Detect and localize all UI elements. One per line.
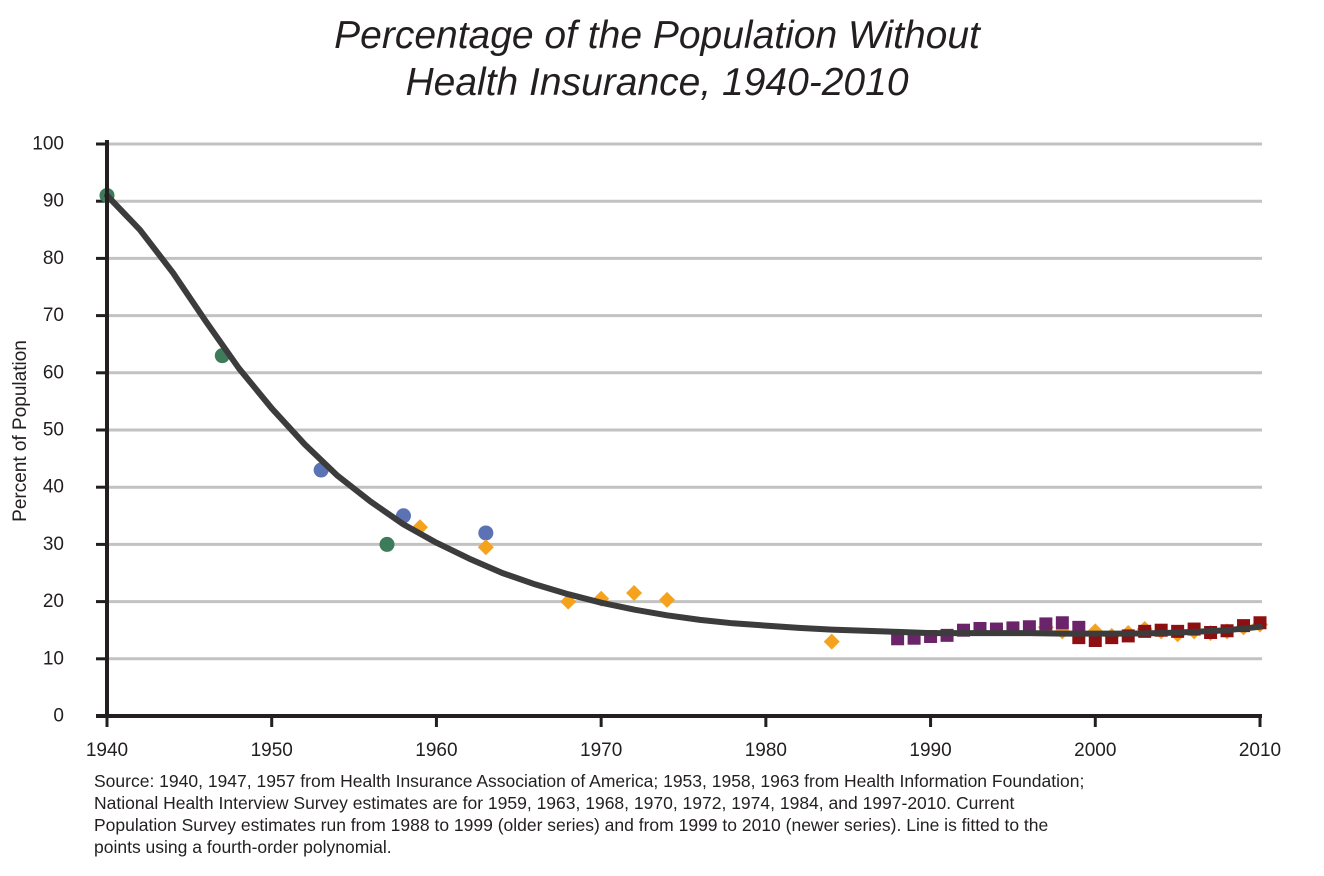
y-tick-label: 0 [53, 706, 64, 727]
y-tick-label: 20 [43, 591, 64, 612]
data-point-diamond-1972 [626, 585, 643, 602]
chart-title: Percentage of the Population Without Hea… [0, 12, 1314, 106]
y-tick-label: 10 [43, 648, 64, 669]
x-tick-label: 1970 [580, 740, 622, 761]
y-tick-label: 90 [43, 191, 64, 212]
source-line-1: Source: 1940, 1947, 1957 from Health Ins… [94, 771, 1085, 791]
data-point-circle-1963 [478, 525, 494, 541]
source-note: Source: 1940, 1947, 1957 from Health Ins… [94, 770, 1319, 858]
data-point-diamond-1984 [823, 633, 840, 650]
source-line-2: National Health Interview Survey estimat… [94, 793, 1015, 813]
data-point-square-2000 [1088, 633, 1102, 647]
data-point-square-1997 [1039, 617, 1053, 631]
y-tick-label: 100 [32, 134, 64, 155]
data-point-square-1996 [1022, 620, 1036, 634]
grid-lines [107, 142, 1262, 661]
x-axis-ticks: 1940 1950 1960 1970 1980 1990 2000 2010 [86, 716, 1281, 761]
y-tick-label: 80 [43, 248, 64, 269]
source-line-4: points using a fourth-order polynomial. [94, 837, 392, 857]
y-tick-label: 30 [43, 534, 64, 555]
x-tick-label: 1960 [415, 740, 457, 761]
data-point-diamond-1963 [477, 539, 494, 556]
chart-title-line-1: Percentage of the Population Without [334, 14, 980, 57]
y-tick-label: 40 [43, 477, 64, 498]
x-tick-label: 1940 [86, 740, 128, 761]
data-point-square-1998 [1055, 616, 1069, 630]
source-line-3: Population Survey estimates run from 198… [94, 815, 1049, 835]
data-point-circle-1957 [379, 536, 395, 552]
x-tick-label: 1990 [909, 740, 951, 761]
y-axis-label: Percent of Population [10, 340, 31, 522]
data-point-diamond-1974 [659, 591, 676, 608]
data-point-square-1999 [1072, 620, 1086, 634]
y-axis-ticks: 0 10 20 30 40 50 60 70 80 90 100 [32, 134, 107, 727]
y-tick-label: 60 [43, 362, 64, 383]
fit-line-layer [104, 192, 1263, 637]
chart-title-line-2: Health Insurance, 1940-2010 [405, 61, 909, 104]
x-tick-label: 2010 [1239, 740, 1281, 761]
y-tick-label: 70 [43, 305, 64, 326]
x-tick-label: 2000 [1074, 740, 1116, 761]
x-tick-label: 1980 [745, 740, 787, 761]
fit-line [104, 192, 1263, 637]
axes [96, 140, 1262, 718]
y-tick-label: 50 [43, 420, 64, 441]
data-point-square-1988 [891, 632, 905, 646]
x-tick-label: 1950 [251, 740, 293, 761]
